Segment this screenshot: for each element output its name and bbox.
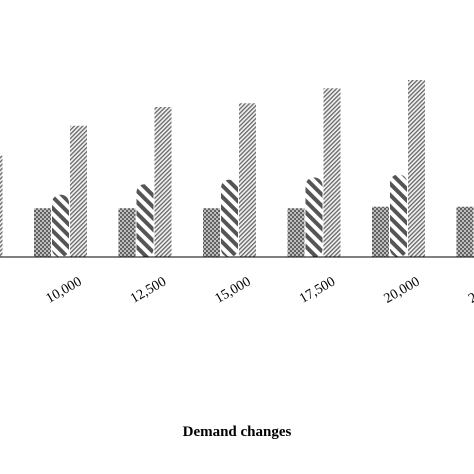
bar-s3-5 <box>408 80 425 257</box>
bar-s2-5 <box>390 174 407 257</box>
bar-s2-4 <box>305 177 323 257</box>
bar-s1-5 <box>372 206 389 257</box>
bars-group <box>0 80 474 257</box>
bar-s3-1 <box>70 125 87 257</box>
x-tick-label: 17,500 <box>297 274 338 306</box>
bar-s2-1 <box>52 194 69 257</box>
x-tick-label: 15,000 <box>213 274 254 306</box>
bar-s3-4 <box>323 88 341 257</box>
bar-s1-4 <box>287 208 305 257</box>
bar-s1-3 <box>203 208 220 257</box>
bar-s3-2 <box>154 107 172 257</box>
bar-s2-3 <box>221 179 238 257</box>
x-tick-label: 10,000 <box>44 274 85 306</box>
bar-s1-6 <box>456 206 474 257</box>
bar-s1-2 <box>118 208 136 257</box>
bar-s2-2 <box>136 184 154 257</box>
bar-s3-0 <box>0 155 3 257</box>
x-axis-title: Demand changes <box>183 424 292 440</box>
x-tick-label: 20,000 <box>382 274 423 306</box>
x-tick-labels: 7,50010,00012,50015,00017,50020,00022,50… <box>44 274 474 306</box>
x-tick-label: 12,500 <box>128 274 169 306</box>
bar-s1-1 <box>34 208 51 257</box>
x-tick-label: 22,500 <box>466 274 474 306</box>
bar-s3-3 <box>239 103 256 257</box>
